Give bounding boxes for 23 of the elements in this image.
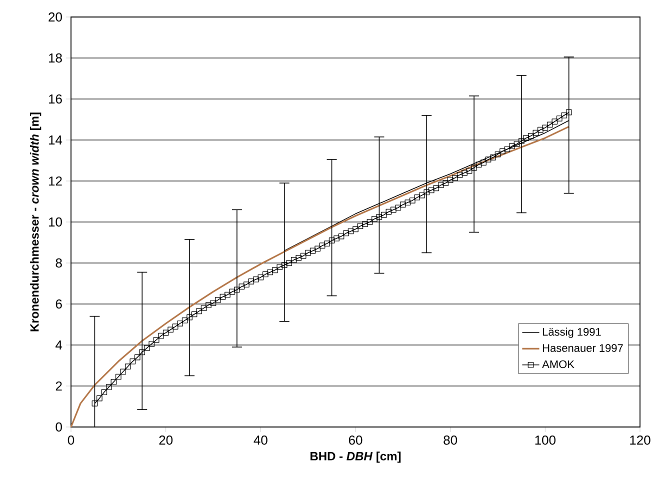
y-tick-label: 10 bbox=[48, 217, 62, 227]
x-axis-title: BHD - DBH [cm] bbox=[310, 452, 401, 463]
y-tick-label: 6 bbox=[56, 299, 62, 309]
x-tick-label: 40 bbox=[254, 436, 268, 445]
y-tick-label: 16 bbox=[48, 94, 62, 104]
legend-label: Lässig 1991 bbox=[542, 328, 601, 338]
x-tick-label: 0 bbox=[68, 436, 74, 445]
y-tick-label: 2 bbox=[56, 381, 62, 391]
y-tick-label: 4 bbox=[56, 340, 62, 350]
x-tick-label: 20 bbox=[159, 436, 173, 445]
y-tick-label: 14 bbox=[48, 136, 62, 144]
y-tick-label: 18 bbox=[48, 53, 62, 63]
x-tick-label: 60 bbox=[348, 436, 362, 445]
legend-label: Hasenauer 1997 bbox=[542, 344, 623, 352]
y-axis-title: Kronendurchmesser - crown width [m] bbox=[30, 112, 42, 332]
y-tick-label: 0 bbox=[56, 422, 62, 432]
x-tick-label: 100 bbox=[535, 436, 556, 445]
x-tick-label: 120 bbox=[630, 436, 650, 445]
x-tick-label: 80 bbox=[444, 436, 458, 445]
legend-label: AMOK bbox=[542, 360, 574, 368]
y-tick-label: 20 bbox=[48, 12, 62, 22]
y-tick-label: 8 bbox=[56, 258, 62, 268]
y-tick-label: 12 bbox=[48, 176, 62, 186]
